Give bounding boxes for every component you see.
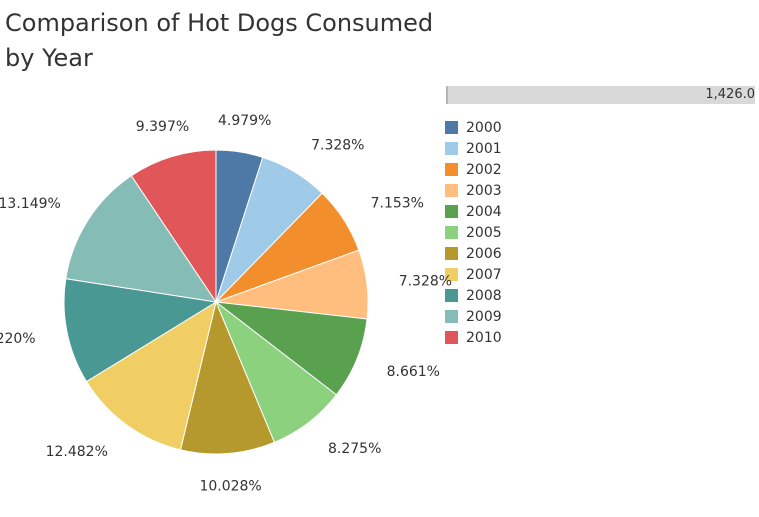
legend-label: 2000 <box>466 119 502 136</box>
legend-label: 2006 <box>466 245 502 262</box>
slice-value-label-2004: 8.661% <box>387 364 440 380</box>
slice-value-label-2010: 9.397% <box>136 119 189 135</box>
slice-value-label-2005: 8.275% <box>328 441 381 457</box>
legend-label: 2008 <box>466 287 502 304</box>
size-legend-label: 1,426.0 <box>705 87 755 102</box>
legend-swatch <box>445 247 458 260</box>
chart-title-line-2: by Year <box>5 44 93 72</box>
legend-swatch <box>445 289 458 302</box>
legend-swatch <box>445 184 458 197</box>
pie-slice-2007[interactable] <box>85 300 217 451</box>
legend-item-2007[interactable]: 2007 <box>445 264 502 285</box>
legend-swatch <box>445 163 458 176</box>
legend-item-2008[interactable]: 2008 <box>445 285 502 306</box>
slice-value-label-2002: 7.153% <box>371 195 424 211</box>
slice-value-label-2007: 12.482% <box>46 444 108 460</box>
legend-item-2003[interactable]: 2003 <box>445 180 502 201</box>
legend-swatch <box>445 310 458 323</box>
slice-value-label-2001: 7.328% <box>311 138 364 154</box>
legend-item-2004[interactable]: 2004 <box>445 201 502 222</box>
legend-item-2000[interactable]: 2000 <box>445 117 502 138</box>
pie-slice-2009[interactable] <box>65 175 218 303</box>
legend-label: 2010 <box>466 329 502 346</box>
legend-swatch <box>445 205 458 218</box>
legend-swatch <box>445 331 458 344</box>
legend-swatch <box>445 142 458 155</box>
legend-label: 2003 <box>466 182 502 199</box>
slice-value-label-2009: 13.149% <box>0 196 61 212</box>
legend-swatch <box>445 268 458 281</box>
legend-label: 2009 <box>466 308 502 325</box>
legend-swatch <box>445 121 458 134</box>
color-legend: 2000 2001 2002 2003 2004 2005 2006 2007 2008 2009… <box>445 117 502 348</box>
legend-label: 2004 <box>466 203 502 220</box>
pie-slice-2006[interactable] <box>179 300 276 455</box>
legend-swatch <box>445 226 458 239</box>
chart-title-line-1: Comparison of Hot Dogs Consumed <box>5 9 434 37</box>
chart-title: Comparison of Hot Dogs Consumed by Year <box>5 6 445 76</box>
size-legend-bar: 1,426.0 <box>446 86 755 104</box>
slice-value-label-2003: 7.328% <box>399 273 452 289</box>
pie-slice-2010[interactable] <box>130 149 217 304</box>
pie-slice-2008[interactable] <box>63 278 218 383</box>
slice-value-label-2000: 4.979% <box>218 113 271 129</box>
legend-label: 2001 <box>466 140 502 157</box>
legend-label: 2002 <box>466 161 502 178</box>
legend-item-2006[interactable]: 2006 <box>445 243 502 264</box>
legend-item-2001[interactable]: 2001 <box>445 138 502 159</box>
legend-item-2010[interactable]: 2010 <box>445 327 502 348</box>
slice-value-label-2008: 11.220% <box>0 331 36 347</box>
legend-item-2009[interactable]: 2009 <box>445 306 502 327</box>
pie-slice-2004[interactable] <box>214 301 368 396</box>
legend-item-2002[interactable]: 2002 <box>445 159 502 180</box>
legend-label: 2005 <box>466 224 502 241</box>
legend-item-2005[interactable]: 2005 <box>445 222 502 243</box>
legend-label: 2007 <box>466 266 502 283</box>
slice-value-label-2006: 10.028% <box>199 478 261 494</box>
